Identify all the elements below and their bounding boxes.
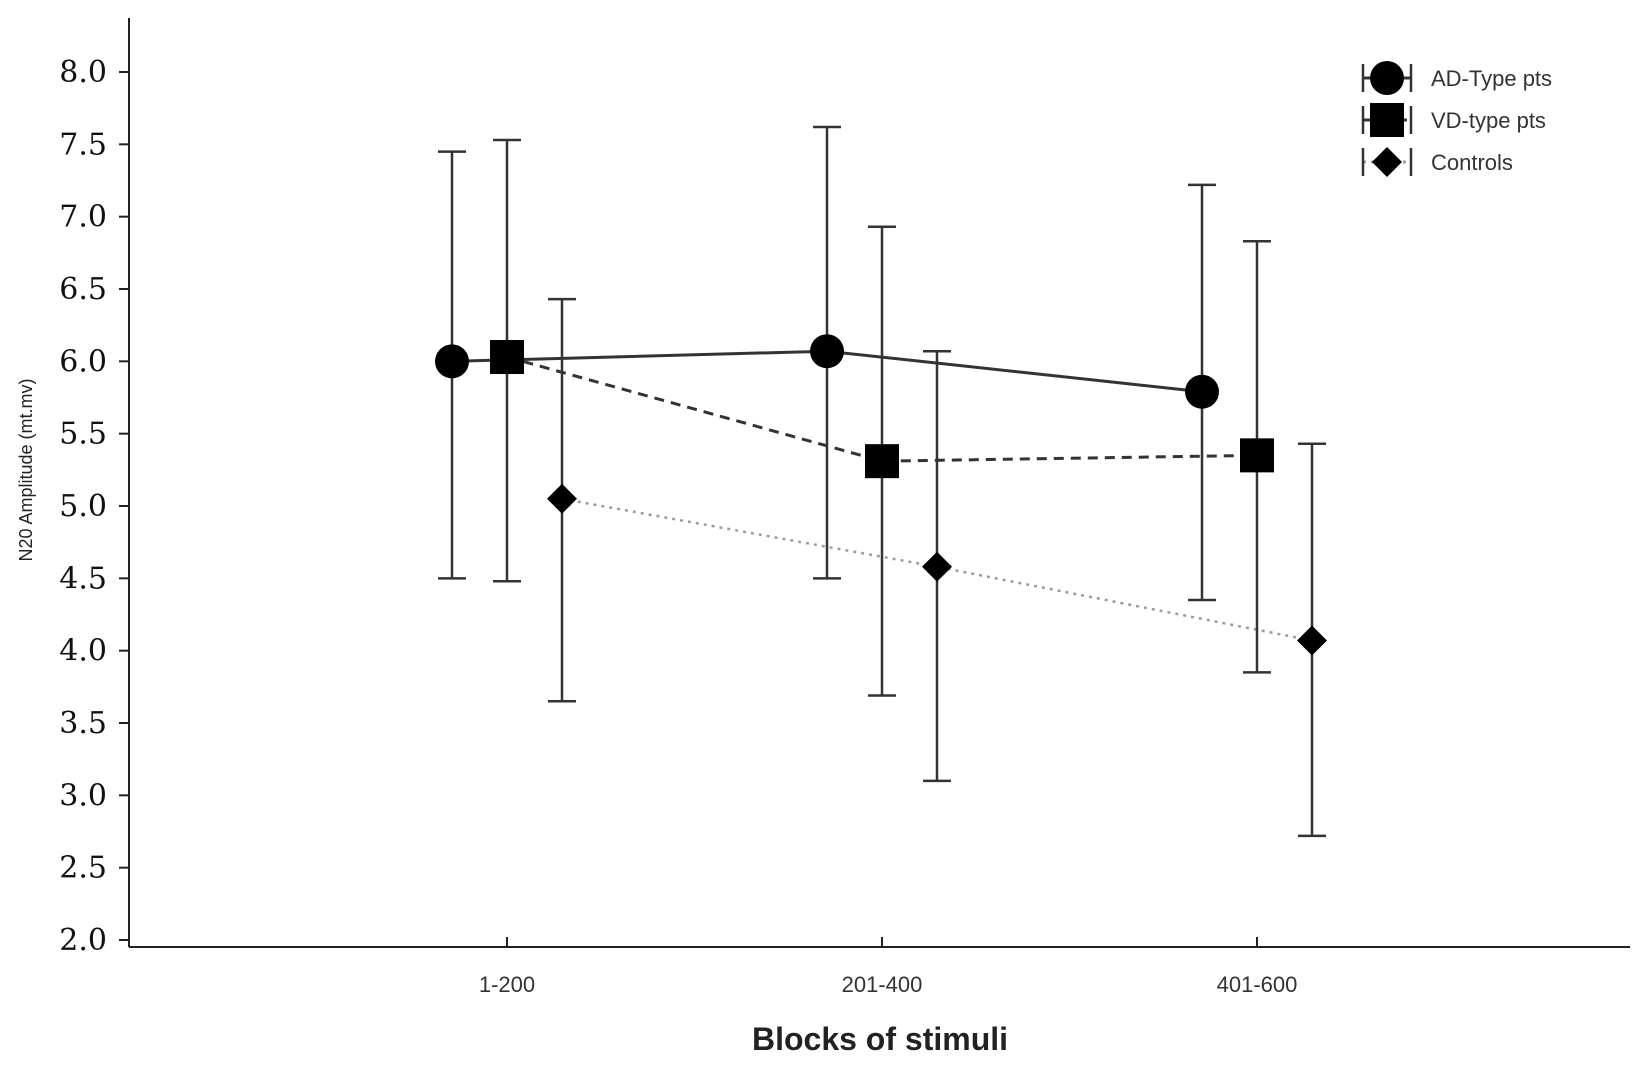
data-point-diamond <box>922 551 952 582</box>
x-tick-label: 201-400 <box>842 972 923 997</box>
y-tick-label: 2.5 <box>59 851 107 886</box>
y-tick-label: 3.0 <box>59 778 107 813</box>
legend-label: VD-type pts <box>1431 108 1546 133</box>
x-ticks: 1-200 201-400 401-600 <box>479 937 1298 997</box>
y-tick-label: 7.5 <box>59 127 107 162</box>
legend: AD-Type pts VD-type pts Controls <box>1361 61 1552 177</box>
data-point-circle <box>1185 374 1219 409</box>
data-point-diamond <box>547 483 577 514</box>
y-axis-label: N20 Amplitude (mt.mv) <box>16 378 36 561</box>
y-tick-label: 4.0 <box>59 634 107 669</box>
y-tick-label: 2.0 <box>59 923 107 958</box>
y-tick-label: 8.0 <box>59 55 107 90</box>
legend-item: AD-Type pts <box>1361 61 1552 95</box>
x-tick-label: 1-200 <box>479 972 535 997</box>
y-tick-label: 4.5 <box>59 561 107 596</box>
legend-marker-square <box>1370 103 1404 137</box>
data-point-square <box>865 444 899 479</box>
legend-label: Controls <box>1431 150 1513 175</box>
y-tick-label: 5.5 <box>59 417 107 452</box>
data-point-square <box>490 339 524 374</box>
y-tick-label: 5.0 <box>59 489 107 524</box>
markers <box>435 334 1327 656</box>
y-ticks: 8.0 7.5 7.0 6.5 6.0 5.5 5.0 4.5 4.0 3.5 3.0 2.5 2.0 <box>59 55 129 958</box>
y-tick-label: 6.0 <box>59 344 107 379</box>
data-point-circle <box>810 334 844 369</box>
axes <box>128 18 1630 948</box>
legend-item: Controls <box>1361 147 1513 177</box>
legend-label: AD-Type pts <box>1431 66 1552 91</box>
error-bars <box>438 125 1326 838</box>
data-point-diamond <box>1297 625 1327 656</box>
legend-marker-diamond <box>1372 147 1402 177</box>
data-point-square <box>1240 438 1274 473</box>
y-tick-label: 3.5 <box>59 706 107 741</box>
x-tick-label: 401-600 <box>1217 972 1298 997</box>
y-tick-label: 6.5 <box>59 272 107 307</box>
y-tick-label: 7.0 <box>59 200 107 235</box>
legend-item: VD-type pts <box>1361 103 1546 137</box>
x-axis-label: Blocks of stimuli <box>752 1021 1008 1057</box>
legend-marker-circle <box>1370 61 1404 95</box>
data-point-circle <box>435 344 469 379</box>
